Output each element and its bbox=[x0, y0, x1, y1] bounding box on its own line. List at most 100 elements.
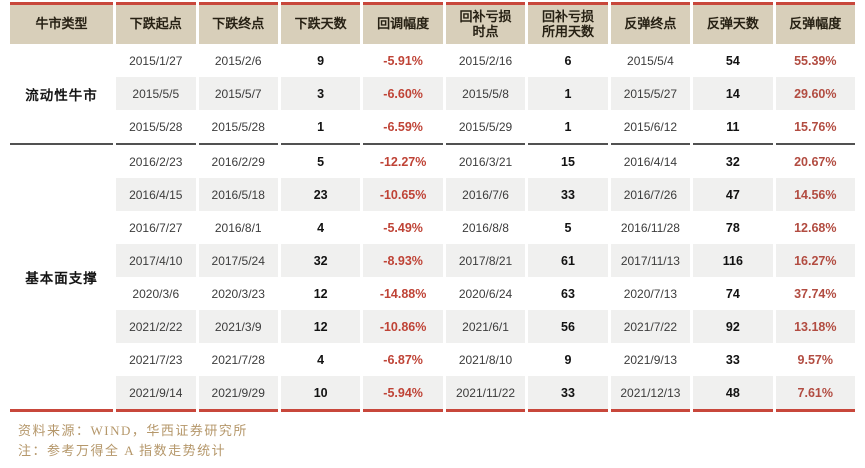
cell-rebound-days: 78 bbox=[725, 220, 740, 235]
cell-decline-start: 2020/3/6 bbox=[132, 286, 180, 301]
cell-recovery-days: 6 bbox=[564, 53, 572, 68]
cell-recovery-date: 2016/7/6 bbox=[445, 178, 526, 211]
cell-rebound-days: 54 bbox=[725, 53, 740, 68]
cell-decline-days: 10 bbox=[280, 376, 361, 412]
cell-recovery-date: 2021/8/10 bbox=[458, 352, 513, 367]
cell-decline-days: 5 bbox=[280, 143, 361, 178]
table-row: 2021/7/23 2021/7/28 4 -6.87% 2021/8/10 9… bbox=[10, 343, 855, 376]
group-label-liquidity-bull: 流动性牛市 bbox=[10, 44, 114, 143]
cell-decline-days: 32 bbox=[280, 244, 361, 277]
table-row: 2015/5/28 2015/5/28 1 -6.59% 2015/5/29 1… bbox=[10, 110, 855, 143]
cell-decline-end: 2015/5/7 bbox=[198, 77, 278, 110]
table-row: 2016/4/15 2016/5/18 23 -10.65% 2016/7/6 … bbox=[10, 178, 855, 211]
cell-decline-end: 2016/5/18 bbox=[198, 178, 278, 211]
cell-decline-start: 2021/2/22 bbox=[116, 310, 196, 343]
cell-decline-end: 2021/3/9 bbox=[198, 310, 278, 343]
cell-decline-start: 2021/9/14 bbox=[116, 376, 196, 412]
cell-rebound-pct: 15.76% bbox=[794, 119, 837, 134]
cell-decline-end: 2015/2/6 bbox=[214, 53, 262, 68]
cell-rebound-pct: 12.68% bbox=[794, 220, 837, 235]
header-decline-start: 下跌起点 bbox=[116, 2, 196, 44]
cell-decline-end: 2020/3/23 bbox=[211, 286, 265, 301]
cell-rebound-days: 14 bbox=[693, 77, 773, 110]
header-pullback-pct: 回调幅度 bbox=[363, 2, 443, 44]
cell-rebound-end: 2015/5/27 bbox=[610, 77, 691, 110]
cell-rebound-pct: 9.57% bbox=[797, 352, 833, 367]
cell-recovery-date: 2016/3/21 bbox=[445, 143, 526, 178]
cell-decline-end: 2016/2/29 bbox=[198, 143, 278, 178]
cell-pullback-pct: -6.59% bbox=[383, 119, 423, 134]
cell-decline-end: 2015/5/28 bbox=[211, 119, 265, 134]
cell-rebound-end: 2021/12/13 bbox=[610, 376, 691, 412]
index-note: 注：参考万得全 A 指数走势统计 bbox=[18, 443, 227, 458]
table-row: 2015/5/5 2015/5/7 3 -6.60% 2015/5/8 1 20… bbox=[10, 77, 855, 110]
cell-decline-start: 2015/1/27 bbox=[129, 53, 183, 68]
cell-rebound-pct: 29.60% bbox=[775, 77, 855, 110]
cell-recovery-days: 56 bbox=[528, 310, 608, 343]
cell-decline-days: 4 bbox=[317, 220, 325, 235]
table-row: 流动性牛市 2015/1/27 2015/2/6 9 -5.91% 2015/2… bbox=[10, 44, 855, 143]
table-row: 2020/3/6 2020/3/23 12 -14.88% 2020/6/24 … bbox=[10, 277, 855, 310]
cell-rebound-end: 2015/5/4 bbox=[627, 53, 674, 68]
cell-rebound-pct: 37.74% bbox=[794, 286, 837, 301]
cell-recovery-date: 2015/5/29 bbox=[458, 119, 513, 134]
cell-decline-start: 2017/4/10 bbox=[116, 244, 196, 277]
cell-decline-start: 2016/4/15 bbox=[116, 178, 196, 211]
cell-rebound-days: 33 bbox=[725, 352, 740, 367]
footnote-block: 资料来源：WIND，华西证券研究所 注：参考万得全 A 指数走势统计 bbox=[18, 421, 865, 461]
cell-recovery-days: 33 bbox=[528, 178, 608, 211]
source-note: 资料来源：WIND，华西证券研究所 bbox=[18, 423, 248, 438]
table-row: 2017/4/10 2017/5/24 32 -8.93% 2017/8/21 … bbox=[10, 244, 855, 277]
cell-rebound-end: 2016/11/28 bbox=[620, 220, 680, 235]
cell-decline-days: 9 bbox=[317, 53, 325, 68]
cell-pullback-pct: -10.86% bbox=[363, 310, 443, 343]
cell-rebound-end: 2015/6/12 bbox=[623, 119, 678, 134]
header-rebound-days: 反弹天数 bbox=[693, 2, 773, 44]
header-rebound-end: 反弹终点 bbox=[610, 2, 691, 44]
cell-decline-end: 2021/9/29 bbox=[198, 376, 278, 412]
cell-pullback-pct: -10.65% bbox=[363, 178, 443, 211]
header-recovery-date: 回补亏损 时点 bbox=[445, 2, 526, 44]
cell-pullback-pct: -5.49% bbox=[383, 220, 423, 235]
cell-rebound-days: 47 bbox=[693, 178, 773, 211]
cell-decline-start: 2015/5/5 bbox=[116, 77, 196, 110]
cell-rebound-end: 2021/7/22 bbox=[610, 310, 691, 343]
cell-recovery-date: 2015/2/16 bbox=[458, 53, 513, 68]
cell-recovery-date: 2016/8/8 bbox=[462, 220, 509, 235]
table-row: 2016/7/27 2016/8/1 4 -5.49% 2016/8/8 5 2… bbox=[10, 211, 855, 244]
header-bull-type: 牛市类型 bbox=[10, 2, 114, 44]
cell-rebound-pct: 55.39% bbox=[794, 53, 837, 68]
cell-decline-start: 2016/2/23 bbox=[116, 143, 196, 178]
cell-recovery-days: 9 bbox=[564, 352, 572, 367]
bull-market-pullback-rebound-table: 牛市类型 下跌起点 下跌终点 下跌天数 回调幅度 回补亏损 时点 回补亏损 所用… bbox=[7, 2, 858, 412]
header-rebound-pct: 反弹幅度 bbox=[775, 2, 855, 44]
cell-decline-start: 2021/7/23 bbox=[129, 352, 183, 367]
cell-decline-days: 12 bbox=[280, 310, 361, 343]
cell-recovery-date: 2020/6/24 bbox=[458, 286, 513, 301]
cell-recovery-date: 2021/11/22 bbox=[445, 376, 526, 412]
group-label-fundamental-support: 基本面支撑 bbox=[10, 143, 114, 412]
cell-decline-end: 2021/7/28 bbox=[211, 352, 265, 367]
cell-rebound-pct: 20.67% bbox=[775, 143, 855, 178]
cell-decline-days: 23 bbox=[280, 178, 361, 211]
header-row: 牛市类型 下跌起点 下跌终点 下跌天数 回调幅度 回补亏损 时点 回补亏损 所用… bbox=[10, 2, 855, 44]
cell-recovery-days: 63 bbox=[561, 286, 575, 301]
cell-recovery-days: 61 bbox=[528, 244, 608, 277]
header-decline-days: 下跌天数 bbox=[280, 2, 361, 44]
cell-decline-end: 2017/5/24 bbox=[198, 244, 278, 277]
cell-rebound-days: 116 bbox=[693, 244, 773, 277]
cell-decline-days: 4 bbox=[317, 352, 325, 367]
cell-pullback-pct: -14.88% bbox=[379, 286, 427, 301]
cell-rebound-days: 92 bbox=[693, 310, 773, 343]
cell-rebound-pct: 13.18% bbox=[775, 310, 855, 343]
cell-decline-days: 12 bbox=[313, 286, 328, 301]
cell-rebound-end: 2016/7/26 bbox=[610, 178, 691, 211]
cell-recovery-date: 2015/5/8 bbox=[445, 77, 526, 110]
cell-rebound-pct: 14.56% bbox=[775, 178, 855, 211]
table-row: 2021/2/22 2021/3/9 12 -10.86% 2021/6/1 5… bbox=[10, 310, 855, 343]
cell-decline-days: 3 bbox=[280, 77, 361, 110]
cell-rebound-end: 2016/4/14 bbox=[610, 143, 691, 178]
table-row: 基本面支撑 2016/2/23 2016/2/29 5 -12.27% 2016… bbox=[10, 143, 855, 412]
cell-decline-start: 2016/7/27 bbox=[129, 220, 183, 235]
